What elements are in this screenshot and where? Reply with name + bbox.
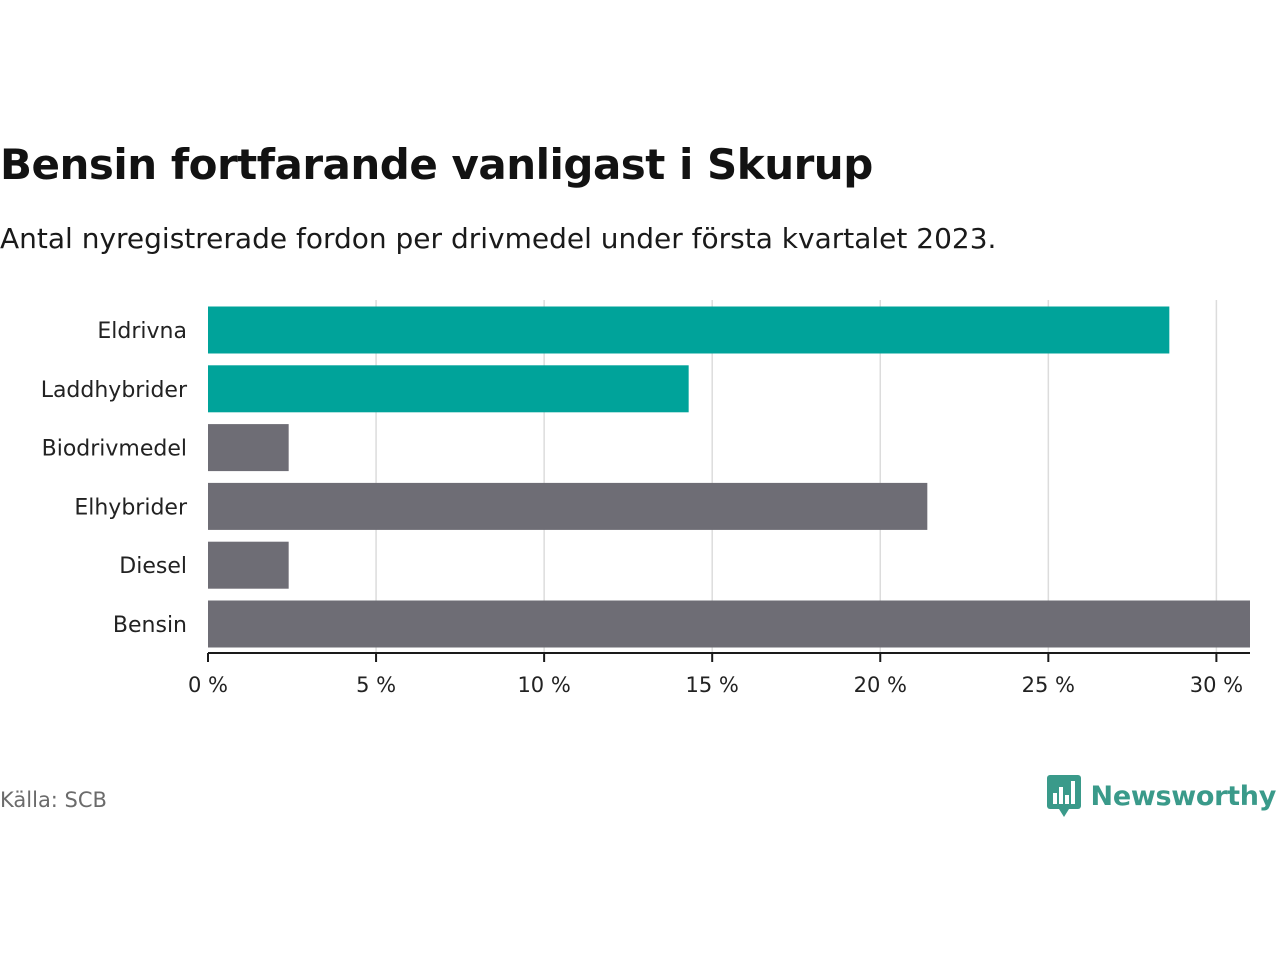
category-label-biodrivmedel: Biodrivmedel [42, 437, 187, 462]
x-tick-label-6: 30 % [1190, 673, 1243, 697]
brand-name: Newsworthy [1090, 780, 1277, 812]
bar-laddhybrider [208, 365, 689, 413]
x-tick-label-2: 10 % [517, 673, 570, 697]
bar-chart-speech-bubble-icon [1046, 775, 1081, 817]
x-tick-label-0: 0 % [188, 673, 228, 697]
bar-biodrivmedel [208, 424, 289, 472]
category-label-diesel: Diesel [119, 554, 187, 579]
chart-title: Bensin fortfarande vanligast i Skurup [0, 140, 873, 189]
bar-eldrivna [208, 306, 1170, 354]
x-tick-label-1: 5 % [356, 673, 396, 697]
x-tick-label-5: 25 % [1022, 673, 1075, 697]
bar-diesel [208, 541, 289, 589]
category-label-elhybrider: Elhybrider [74, 495, 188, 520]
bar-chart: Eldrivna Laddhybrider Biodrivmedel Elhybrid… [41, 300, 1250, 697]
newsworthy-logo: Newsworthy [1046, 774, 1277, 818]
category-label-laddhybrider: Laddhybrider [41, 378, 188, 403]
source-note: Källa: SCB [0, 788, 107, 812]
x-tick-label-4: 20 % [854, 673, 907, 697]
bar-bensin [208, 600, 1250, 648]
chart-subtitle: Antal nyregistrerade fordon per drivmede… [0, 222, 997, 255]
category-label-eldrivna: Eldrivna [97, 319, 187, 344]
x-tick-label-3: 15 % [686, 673, 739, 697]
bar-elhybrider [208, 482, 928, 530]
category-label-bensin: Bensin [113, 613, 187, 638]
